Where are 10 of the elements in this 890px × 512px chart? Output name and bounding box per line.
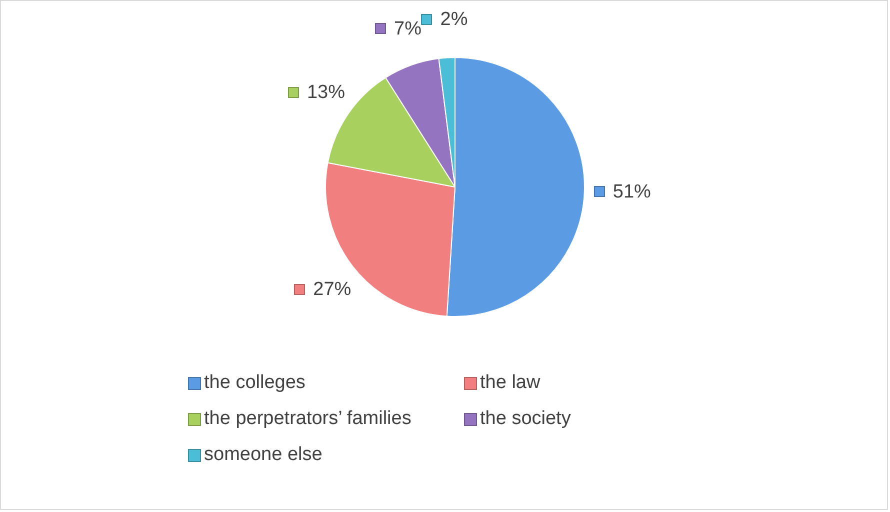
data-label: 13% bbox=[306, 82, 346, 104]
legend-label: the perpetrators’ families bbox=[204, 408, 412, 430]
data-label: 51% bbox=[612, 181, 652, 202]
legend-label: the law bbox=[480, 372, 540, 394]
data-label: 2% bbox=[440, 9, 468, 30]
legend-label: someone else bbox=[204, 444, 322, 466]
legend-label: the society bbox=[480, 408, 571, 430]
data-label: 27% bbox=[313, 278, 352, 300]
data-label: 7% bbox=[394, 18, 422, 40]
legend-label: the colleges bbox=[204, 372, 306, 394]
